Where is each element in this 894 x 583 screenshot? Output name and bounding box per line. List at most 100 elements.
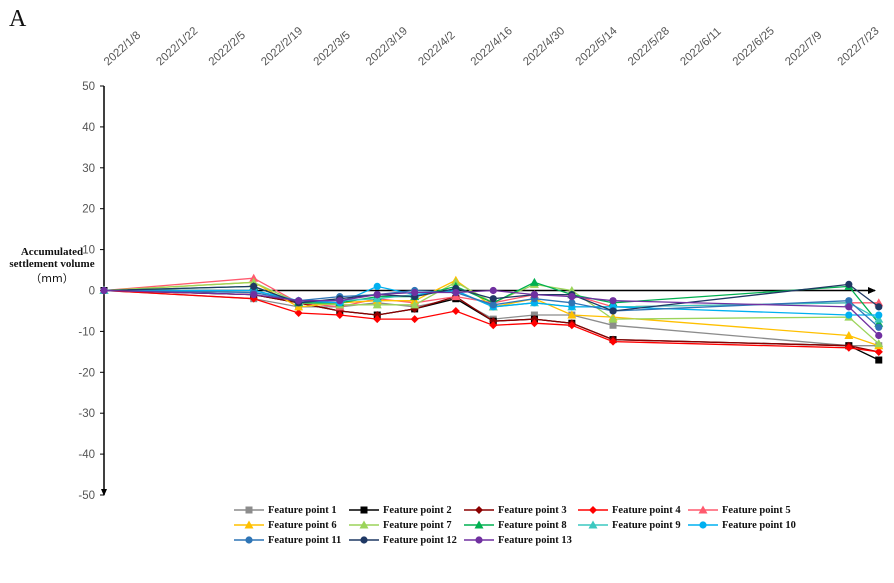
x-tick-label: 2022/6/25 (731, 25, 777, 68)
legend-label: Feature point 1 (268, 504, 337, 516)
y-tick-label: 30 (82, 163, 95, 175)
data-point (373, 311, 382, 320)
data-point (249, 273, 259, 282)
data-point (530, 290, 539, 299)
legend-item: Feature point 8 (464, 518, 567, 532)
data-point (451, 277, 461, 286)
legend-label: Feature point 6 (268, 519, 337, 531)
legend-item: Feature point 11 (234, 533, 341, 547)
legend-swatch (234, 506, 264, 514)
data-point (100, 286, 108, 295)
data-point (874, 347, 883, 356)
legend-item: Feature point 4 (578, 503, 681, 517)
data-point (567, 321, 576, 330)
x-tick-label: 2022/1/8 (102, 29, 143, 68)
data-point (608, 314, 618, 323)
x-tick-label: 2022/3/5 (312, 29, 353, 68)
data-point (360, 506, 368, 514)
legend-item: Feature point 2 (349, 503, 452, 517)
data-point (373, 315, 382, 324)
data-point (530, 319, 539, 328)
panel-label: A (9, 6, 27, 32)
x-tick-label: 2022/4/30 (521, 25, 567, 68)
data-point (250, 282, 258, 291)
data-point (845, 280, 853, 288)
data-point (874, 339, 884, 348)
legend-item: Feature point 9 (578, 518, 681, 532)
data-point (609, 307, 617, 315)
data-point (567, 310, 577, 319)
data-point (844, 343, 853, 352)
legend-label: Feature point 12 (383, 534, 457, 546)
x-tick-label: 2022/7/23 (836, 25, 882, 68)
data-point (336, 297, 344, 305)
data-point (245, 536, 253, 544)
data-point (451, 306, 460, 315)
y-tick-label: -40 (78, 449, 95, 461)
data-point (699, 521, 707, 529)
x-tick-label: 2022/7/9 (783, 29, 824, 68)
data-point (475, 536, 483, 544)
legend-swatch (578, 506, 608, 514)
data-point (845, 303, 853, 311)
legend-swatch (688, 505, 718, 514)
data-point (530, 311, 538, 319)
legend-label: Feature point 9 (612, 519, 681, 531)
data-point (475, 506, 483, 514)
data-point (530, 315, 539, 324)
y-tick-label: -20 (78, 367, 95, 379)
data-point (844, 330, 854, 339)
legend-swatch (464, 506, 494, 514)
legend-item: Feature point 3 (464, 503, 567, 517)
legend-swatch (349, 506, 379, 514)
legend-swatch (464, 520, 494, 529)
legend-swatch (349, 520, 379, 529)
legend-item: Feature point 12 (349, 533, 457, 547)
data-point (529, 277, 539, 286)
legend-item: Feature point 5 (688, 503, 791, 517)
data-point (474, 520, 484, 529)
legend-label: Feature point 5 (722, 504, 791, 516)
legend-label: Feature point 7 (383, 519, 452, 531)
y-tick-label: 50 (82, 81, 95, 93)
legend-label: Feature point 11 (268, 534, 342, 546)
data-point (372, 300, 382, 309)
y-tick-label: 10 (82, 245, 95, 257)
x-tick-label: 2022/1/22 (154, 25, 200, 68)
legend-swatch (234, 536, 264, 544)
data-point (845, 297, 853, 305)
y-tick-label: 0 (89, 286, 95, 298)
data-point (411, 288, 419, 297)
data-point (245, 506, 253, 514)
legend-label: Feature point 4 (612, 504, 681, 516)
x-tick-label: 2022/2/19 (259, 25, 305, 68)
x-tick-label: 2022/6/11 (678, 26, 723, 69)
legend-swatch (234, 520, 264, 529)
legend-item: Feature point 6 (234, 518, 337, 532)
y-axis-label-unit: （mm） (30, 272, 74, 285)
data-point (452, 288, 460, 297)
legend-swatch (464, 536, 494, 544)
data-point (875, 311, 883, 319)
data-point (295, 297, 303, 305)
y-axis-label: Accumulated settlement volume （mm） (0, 246, 104, 286)
data-point (609, 321, 617, 329)
legend-label: Feature point 2 (383, 504, 452, 516)
data-point (875, 331, 883, 340)
y-tick-label: 20 (82, 204, 95, 216)
data-point (410, 300, 420, 309)
data-point (588, 520, 598, 529)
series-4 (100, 286, 883, 356)
data-point (875, 303, 883, 311)
data-point (359, 520, 369, 529)
data-point (875, 356, 883, 364)
legend-item: Feature point 10 (688, 518, 796, 532)
data-point (373, 282, 381, 291)
data-point (568, 299, 576, 307)
data-point (360, 536, 368, 544)
data-point (489, 301, 497, 309)
data-point (875, 323, 883, 331)
x-tick-label: 2022/5/14 (574, 25, 620, 69)
y-tick-label: -30 (78, 408, 95, 420)
